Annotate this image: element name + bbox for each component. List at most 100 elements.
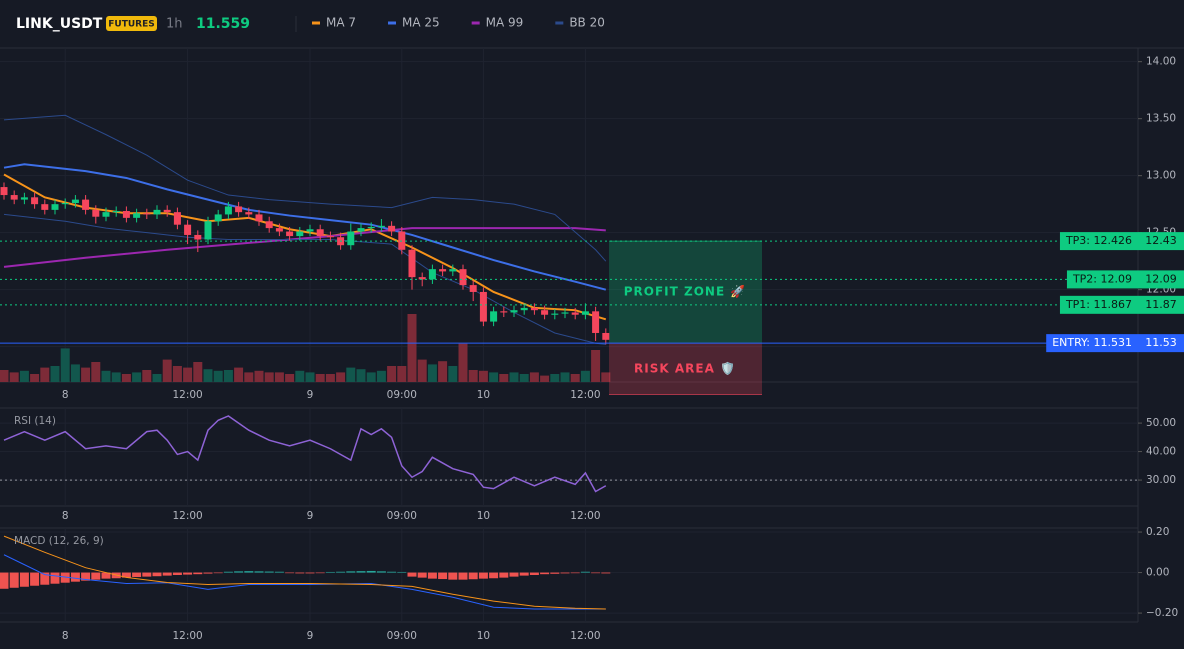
histogram-bar: [193, 572, 203, 575]
candle-body: [71, 199, 79, 204]
volume-bar: [315, 374, 325, 382]
candle-body: [449, 269, 457, 272]
histogram-bar: [132, 572, 142, 578]
histogram-bar: [529, 572, 539, 575]
candle-body: [61, 203, 69, 205]
histogram-bar: [295, 572, 305, 574]
volume-bar: [244, 372, 254, 382]
histogram-bar: [499, 572, 509, 578]
candle-body: [571, 312, 579, 315]
volume-bar: [550, 374, 560, 382]
x-tick-label: 09:00: [387, 389, 417, 401]
histogram-bar: [50, 572, 60, 584]
level-value-bg: [1138, 334, 1184, 353]
candle-body: [469, 285, 477, 292]
candle-body: [235, 206, 243, 213]
volume-bar: [376, 370, 386, 382]
candle-body: [286, 231, 294, 237]
level-value-bg: [1138, 270, 1184, 289]
level-label: TP3: 12.426: [1065, 234, 1132, 247]
candle-body: [306, 229, 314, 232]
volume-bar: [407, 314, 417, 382]
x-tick-label: 10: [477, 389, 490, 401]
candle-body: [10, 195, 18, 200]
panel-title: RSI (14): [14, 415, 56, 427]
level-label: ENTRY: 11.531: [1052, 336, 1132, 349]
candle-body: [530, 307, 538, 311]
candle-body: [265, 221, 273, 229]
volume-bar: [60, 348, 70, 382]
volume-bar: [274, 372, 284, 382]
candle-body: [173, 212, 181, 225]
volume-bar: [121, 374, 131, 382]
candle-body: [184, 224, 192, 235]
histogram-bar: [274, 571, 284, 573]
histogram-bar: [121, 572, 131, 578]
histogram-bar: [305, 572, 315, 574]
histogram-bar: [203, 572, 213, 574]
x-tick-label: 8: [62, 630, 69, 642]
y-tick-label: 40.00: [1146, 446, 1176, 458]
x-tick-label: 12:00: [172, 510, 202, 522]
volume-bar: [601, 372, 611, 382]
candle-body: [92, 209, 100, 217]
volume-bar: [19, 370, 29, 382]
x-tick-label: 12:00: [570, 389, 600, 401]
histogram-bar: [376, 571, 386, 573]
legend-label: BB 20: [569, 16, 605, 30]
volume-bar: [519, 374, 529, 382]
volume-bar: [91, 362, 101, 382]
histogram-bar: [468, 572, 478, 580]
candle-body: [153, 209, 161, 215]
x-tick-label: 8: [62, 510, 69, 522]
candle-body: [255, 214, 263, 222]
y-tick-label: 0.00: [1146, 567, 1169, 579]
macd-line: [3, 554, 606, 610]
x-tick-label: 8: [62, 389, 69, 401]
histogram-bar: [172, 572, 182, 575]
volume-bar: [50, 366, 60, 382]
volume-bar: [295, 370, 305, 382]
candle-body: [163, 209, 171, 213]
histogram-bar: [60, 572, 70, 583]
volume-bar: [142, 370, 152, 382]
candle-body: [204, 221, 212, 240]
y-tick-label: 14.00: [1146, 56, 1176, 68]
histogram-bar: [356, 571, 366, 573]
histogram-bar: [142, 572, 152, 577]
histogram-bar: [336, 571, 346, 573]
zone-label: RISK AREA 🛡️: [634, 361, 736, 375]
volume-bar: [529, 372, 539, 382]
candle-body: [592, 311, 600, 333]
level-label-bg: [1059, 232, 1138, 251]
histogram-bar: [0, 572, 9, 589]
histogram-bar: [285, 572, 295, 574]
histogram-bar: [591, 572, 601, 574]
x-tick-label: 12:00: [570, 630, 600, 642]
volume-bar: [193, 362, 203, 382]
histogram-bar: [183, 572, 193, 575]
candle-body: [41, 204, 49, 210]
histogram-bar: [427, 572, 437, 579]
candle-body: [428, 269, 436, 280]
level-label: TP2: 12.09: [1072, 272, 1132, 285]
volume-bar: [111, 372, 121, 382]
volume-bar: [448, 366, 458, 382]
volume-bar: [325, 374, 335, 382]
candle-body: [143, 213, 151, 215]
candle-body: [31, 197, 39, 205]
rsi-line: [3, 415, 607, 493]
level-label-bg: [1046, 334, 1138, 353]
volume-bar: [346, 367, 356, 382]
volume-bar: [234, 367, 244, 382]
volume-bar: [223, 370, 233, 382]
histogram-bar: [509, 572, 519, 577]
panel-title: MACD (12, 26, 9): [14, 535, 104, 547]
histogram-bar: [489, 572, 499, 579]
histogram-bar: [407, 572, 417, 577]
histogram-bar: [91, 572, 101, 580]
histogram-bar: [19, 572, 29, 587]
candle-body: [408, 249, 416, 278]
histogram-bar: [223, 571, 233, 573]
